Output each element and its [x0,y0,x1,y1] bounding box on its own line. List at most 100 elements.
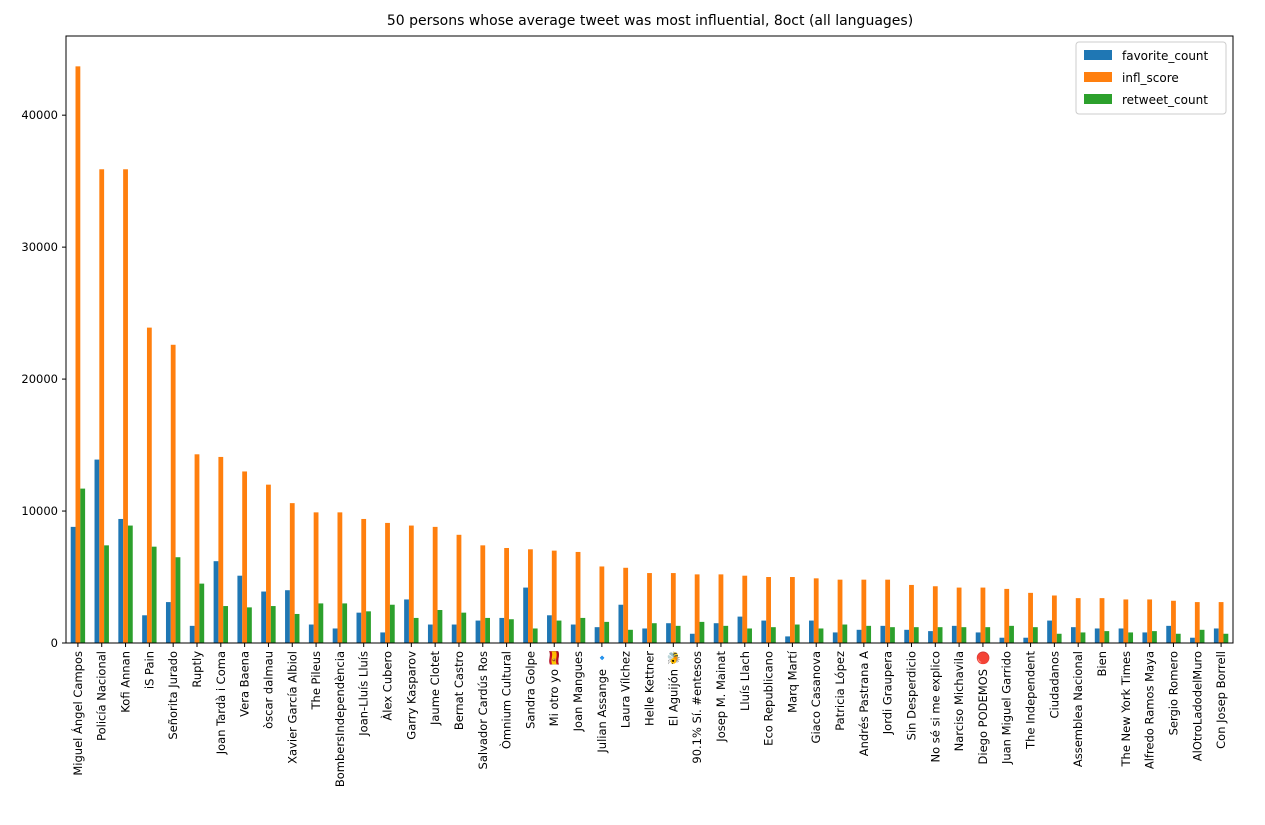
bar-retweet_count-48 [1223,633,1229,643]
bar-retweet_count-46 [1175,633,1181,643]
bar-favorite_count-40 [1023,637,1029,643]
bar-favorite_count-24 [642,628,648,643]
x-tick-label: Narciso Michavila [952,651,966,751]
legend-swatch-retweet_count [1084,94,1112,104]
bar-infl_score-22 [599,566,605,643]
x-tick-label: The New York Times [1119,651,1133,768]
bars-layer [70,66,1229,644]
bar-infl_score-11 [337,512,343,643]
bar-retweet_count-13 [389,604,395,643]
x-tick-label: Josep M. Mainat [714,651,728,743]
bar-retweet_count-45 [1152,631,1157,643]
bar-retweet_count-1 [104,545,109,643]
bar-favorite_count-34 [880,625,886,643]
legend-label-infl_score: infl_score [1122,71,1179,85]
bar-favorite_count-23 [618,604,624,643]
x-tick-label: Lluís Llach [738,651,752,711]
bar-infl_score-9 [289,503,295,643]
bar-infl_score-5 [194,454,200,643]
bar-favorite_count-48 [1213,628,1219,643]
bar-retweet_count-36 [937,627,943,643]
bar-retweet_count-33 [866,625,872,643]
x-tick-label: BombersIndependència [333,651,347,787]
bar-infl_score-17 [480,545,486,643]
bar-favorite_count-30 [785,636,790,643]
bar-retweet_count-14 [413,617,419,643]
bar-infl_score-20 [551,550,557,643]
bar-infl_score-8 [266,484,271,643]
bar-retweet_count-12 [366,611,371,643]
bar-retweet_count-11 [342,603,348,643]
bar-favorite_count-39 [999,637,1005,643]
bar-infl_score-2 [123,169,128,643]
x-tick-label: El Aguijón 🐝 [666,651,680,726]
x-tick-label: iS Pain [142,651,156,689]
bar-favorite_count-18 [499,617,505,643]
bar-favorite_count-8 [261,591,267,643]
bar-infl_score-38 [980,587,986,643]
bar-infl_score-41 [1051,595,1057,643]
bar-favorite_count-44 [1118,628,1124,643]
bar-infl_score-28 [742,575,748,643]
bar-favorite_count-43 [1094,628,1100,643]
bar-retweet_count-41 [1056,633,1062,643]
bar-retweet_count-39 [1009,625,1014,643]
x-tick-label: Salvador Cardús Ros [476,651,490,769]
bar-infl_score-43 [1099,598,1105,643]
x-tick-label: The Independent [1024,651,1038,750]
bar-favorite_count-15 [427,624,433,643]
bar-favorite_count-9 [285,590,290,643]
bar-retweet_count-21 [580,617,586,643]
bar-infl_score-37 [956,587,962,643]
x-tick-label: Sandra Golpe [523,651,537,729]
bar-favorite_count-11 [332,628,338,643]
bar-favorite_count-5 [189,625,195,643]
x-tick-label: Assemblea Nacional [1071,651,1085,767]
bar-infl_score-29 [766,577,771,643]
legend-label-retweet_count: retweet_count [1122,93,1208,107]
bar-retweet_count-8 [270,606,276,643]
bar-favorite_count-20 [547,615,552,643]
bar-favorite_count-26 [689,633,695,643]
bar-infl_score-12 [361,518,367,643]
x-tick-label: Andrés Pastrana A [857,651,871,756]
legend-box [1075,41,1227,115]
bar-retweet_count-22 [604,621,610,643]
bar-infl_score-46 [1171,600,1176,643]
bar-favorite_count-3 [142,615,147,643]
bar-infl_score-4 [170,344,176,643]
bar-infl_score-27 [718,574,724,643]
bar-favorite_count-28 [737,616,743,643]
x-tick-label: Laura Vílchez [619,651,633,728]
bar-retweet_count-40 [1032,627,1038,643]
bar-retweet_count-25 [675,625,681,643]
x-tick-label: Joan Tardà i Coma [214,651,228,755]
legend-label-favorite_count: favorite_count [1122,49,1209,63]
bar-retweet_count-43 [1104,631,1110,643]
bar-retweet_count-44 [1128,632,1134,643]
bar-favorite_count-7 [237,575,243,643]
x-tick-label: Policía Nacional [95,651,109,741]
bar-infl_score-3 [146,327,152,643]
x-tick-label: Garry Kasparov [404,651,418,740]
x-tick-label: Helle Kettner [643,651,657,726]
bar-retweet_count-15 [437,610,443,643]
x-tick-label: Bien [1095,651,1109,676]
bar-favorite_count-10 [308,624,314,643]
x-tick-label: No sé si me explico [928,651,942,763]
bar-infl_score-25 [670,573,676,643]
bar-infl_score-18 [504,547,509,643]
bar-infl_score-39 [1004,588,1010,643]
bar-infl_score-36 [932,586,938,643]
bar-infl_score-21 [575,551,581,643]
bar-infl_score-26 [694,574,700,643]
bar-retweet_count-16 [461,612,467,643]
bar-infl_score-14 [408,525,414,643]
bar-favorite_count-6 [213,561,219,643]
bar-favorite_count-32 [832,632,838,643]
bar-favorite_count-45 [1142,632,1148,643]
x-tick-label: Vera Baena [238,651,252,717]
bar-retweet_count-5 [199,583,205,643]
bar-favorite_count-36 [928,631,933,643]
x-tick-label: Joan Mangues [571,651,585,732]
